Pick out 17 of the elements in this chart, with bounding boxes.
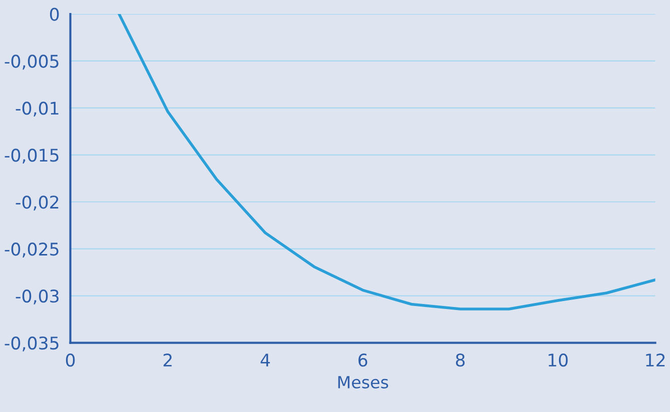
x-tick-label: 6 bbox=[358, 354, 368, 367]
y-tick-label: -0,03 bbox=[16, 290, 59, 304]
y-tick-label: -0,005 bbox=[4, 54, 58, 70]
x-axis-title: Meses bbox=[338, 376, 388, 388]
x-tick-label: 4 bbox=[260, 354, 270, 366]
x-tick-label: 0 bbox=[66, 354, 75, 367]
y-tick-label: 0 bbox=[50, 8, 59, 21]
x-tick-label: 2 bbox=[164, 354, 172, 366]
y-tick-label: -0,035 bbox=[4, 336, 58, 352]
y-tick-label: -0,01 bbox=[16, 102, 58, 117]
x-tick-label: 10 bbox=[548, 354, 568, 367]
line-series bbox=[118, 14, 656, 310]
y-tick-label: -0,025 bbox=[4, 242, 58, 258]
x-tick-label: 12 bbox=[646, 354, 665, 366]
y-tick-label: -0,02 bbox=[16, 196, 58, 210]
y-tick-label: -0,015 bbox=[4, 148, 58, 164]
x-tick-label: 8 bbox=[456, 354, 465, 367]
